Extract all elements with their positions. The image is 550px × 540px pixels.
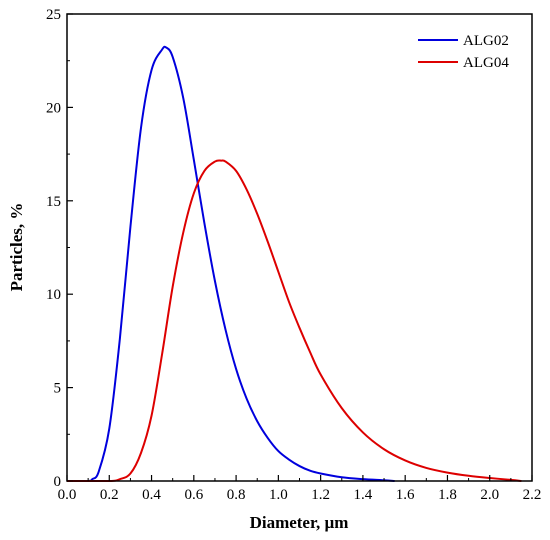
x-tick-label: 0.4 [142, 487, 161, 503]
series-line-alg04 [67, 159, 522, 482]
y-tick-label: 25 [46, 7, 61, 23]
x-tick-label: 2.0 [480, 487, 499, 503]
x-axis: 0.0 0.2 0.4 0.6 0.8 1.0 1.2 1.4 1.6 1.8 2.0 2.2 [58, 475, 542, 503]
x-tick-label: 1.4 [354, 487, 373, 503]
x-tick-label: 1.0 [269, 487, 288, 503]
y-tick-label: 20 [46, 100, 61, 116]
y-tick-label: 5 [54, 381, 62, 397]
legend-label-alg02: ALG02 [463, 33, 509, 49]
y-axis-title: Particles, % [7, 203, 26, 292]
x-tick-label: 0.6 [184, 487, 203, 503]
y-tick-label: 10 [46, 287, 61, 303]
x-tick-label: 1.2 [311, 487, 330, 503]
legend-label-alg04: ALG04 [463, 55, 509, 71]
plot-frame [66, 13, 533, 482]
x-tick-label: 0.8 [227, 487, 246, 503]
x-tick-label: 1.6 [396, 487, 415, 503]
y-tick-label: 0 [54, 474, 62, 490]
series-line-alg02 [67, 45, 395, 482]
plot-area [67, 45, 522, 482]
x-tick-label: 2.2 [523, 487, 542, 503]
legend: ALG02 ALG04 [418, 33, 509, 71]
x-tick-label: 0.0 [58, 487, 77, 503]
y-axis: 0 5 10 15 20 25 [46, 7, 73, 490]
x-tick-label: 0.2 [100, 487, 119, 503]
y-tick-label: 15 [46, 194, 61, 210]
x-tick-label: 1.8 [438, 487, 457, 503]
x-axis-title: Diameter, µm [250, 513, 349, 532]
